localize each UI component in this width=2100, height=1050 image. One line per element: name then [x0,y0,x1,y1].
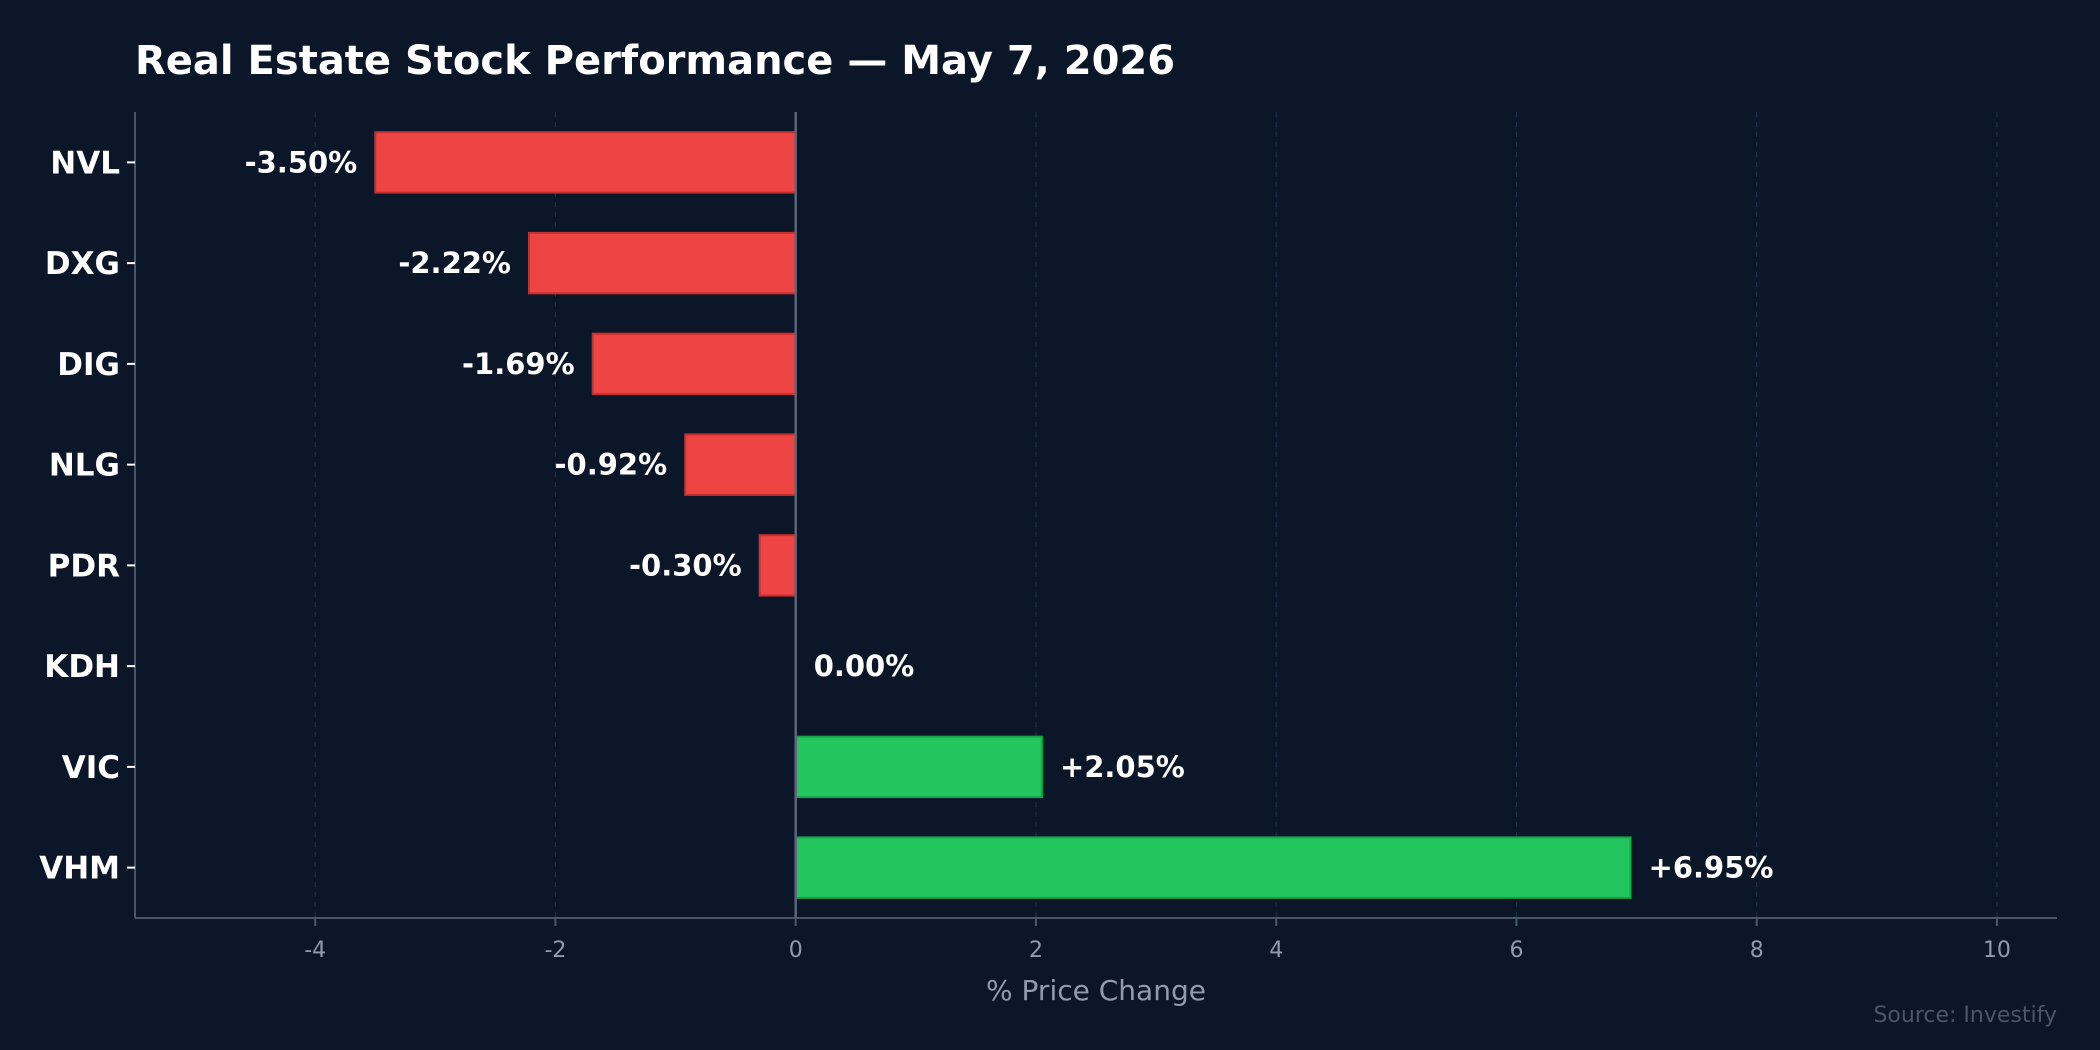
bar-dxg [528,231,797,295]
y-tick-label-vhm: VHM [39,851,120,887]
value-label-vhm: +6.95% [1649,851,1774,885]
chart-title: Real Estate Stock Performance — May 7, 2… [135,38,1175,84]
value-label-nvl: -3.50% [245,145,358,179]
y-tick-label-vic: VIC [62,750,120,786]
bar-nvl [374,131,797,194]
labels: -4 -2 0 2 4 6 8 10 NVL DXG DIG NLG PDR KDH VIC VHM -3.50… [39,145,2011,963]
y-tick-label-kdh: KDH [44,649,120,685]
x-tick-label: 4 [1269,938,1283,963]
bars [374,131,1632,899]
value-label-dxg: -2.22% [398,246,511,280]
bar-vic [794,735,1043,799]
value-label-kdh: 0.00% [814,649,915,683]
x-tick-label: 6 [1509,938,1523,963]
bar-nlg [684,433,797,496]
axes [127,112,2057,926]
bar-vhm [794,836,1632,899]
x-tick-label: -2 [544,938,566,963]
bar-dig [591,332,797,396]
value-label-dig: -1.69% [462,347,575,381]
bar-pdr [758,534,797,597]
x-axis-title: % Price Change [986,974,1206,1007]
x-tick-label: 10 [1983,938,2011,963]
x-tick-label: -4 [304,938,326,963]
source-note: Source: Investify [1873,1003,2057,1028]
x-tick-label: 0 [789,938,803,963]
value-label-nlg: -0.92% [555,448,668,482]
x-tick-label: 8 [1750,938,1764,963]
value-label-pdr: -0.30% [629,548,742,582]
value-label-vic: +2.05% [1060,750,1185,784]
y-tick-label-nvl: NVL [50,145,120,181]
y-tick-label-dxg: DXG [45,246,120,282]
y-tick-label-dig: DIG [57,347,120,383]
y-tick-label-nlg: NLG [49,448,120,484]
x-tick-label: 2 [1029,938,1043,963]
y-tick-label-pdr: PDR [48,548,120,584]
